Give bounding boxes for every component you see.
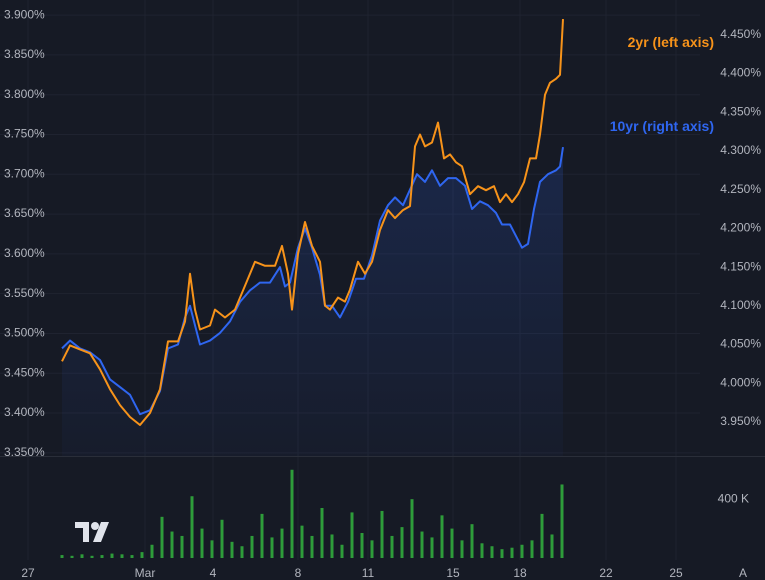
- y-tick-label: 3.750%: [4, 127, 45, 141]
- y-tick-label: 3.900%: [4, 7, 45, 21]
- volume-bar: [440, 515, 444, 558]
- auto-scale-button[interactable]: A: [739, 566, 747, 580]
- y2-tick-label: 4.050%: [720, 337, 761, 351]
- volume-bar: [70, 555, 74, 558]
- volume-bar: [280, 528, 284, 558]
- x-tick-label: 25: [669, 566, 683, 580]
- y-tick-label: 3.700%: [4, 166, 45, 180]
- volume-bar: [270, 537, 274, 558]
- x-tick-label: 18: [513, 566, 527, 580]
- volume-bar: [220, 519, 224, 558]
- y2-tick-label: 4.400%: [720, 66, 761, 80]
- volume-bar: [230, 541, 234, 558]
- y2-tick-label: 4.450%: [720, 27, 761, 41]
- volume-bar: [180, 535, 184, 558]
- x-tick-label: 15: [446, 566, 460, 580]
- y2-tick-label: 4.350%: [720, 104, 761, 118]
- series-label: 10yr (right axis): [610, 118, 714, 134]
- y-tick-label: 3.550%: [4, 286, 45, 300]
- y-tick-label: 3.500%: [4, 326, 45, 340]
- volume-bar: [510, 547, 514, 558]
- volume-bar: [490, 546, 494, 558]
- volume-bar: [140, 552, 144, 558]
- volume-bar: [560, 484, 564, 558]
- series-area: [62, 147, 563, 456]
- volume-bar: [110, 553, 114, 558]
- y2-tick-label: 4.250%: [720, 182, 761, 196]
- volume-bar: [120, 554, 124, 558]
- volume-bar: [170, 531, 174, 558]
- volume-bar: [420, 531, 424, 558]
- volume-bar: [130, 555, 134, 558]
- y2-tick-label: 4.100%: [720, 298, 761, 312]
- volume-bar: [150, 544, 154, 558]
- volume-bar: [500, 549, 504, 558]
- y2-tick-label: 4.200%: [720, 221, 761, 235]
- volume-bar: [200, 528, 204, 558]
- volume-bar: [530, 540, 534, 558]
- x-tick-label: Mar: [135, 566, 156, 580]
- volume-bar: [340, 544, 344, 558]
- y-tick-label: 3.850%: [4, 47, 45, 61]
- x-tick-label: 8: [295, 566, 302, 580]
- volume-bar: [90, 555, 94, 558]
- volume-bar: [80, 554, 84, 558]
- volume-bar: [240, 546, 244, 558]
- x-tick-label: 11: [362, 566, 375, 580]
- volume-bar: [430, 537, 434, 558]
- volume-bar: [210, 540, 214, 558]
- logo: [75, 522, 109, 542]
- x-tick-label: 22: [599, 566, 613, 580]
- y2-tick-label: 4.150%: [720, 259, 761, 273]
- volume-bar: [410, 499, 414, 558]
- volume-bar: [320, 508, 324, 558]
- volume-bar: [160, 516, 164, 558]
- volume-bar: [390, 535, 394, 558]
- volume-bar: [190, 496, 194, 558]
- volume-bar: [300, 525, 304, 558]
- y-tick-label: 3.450%: [4, 365, 45, 379]
- y-tick-label: 3.650%: [4, 206, 45, 220]
- volume-bar: [60, 555, 64, 558]
- series-line: [61, 19, 564, 426]
- y2-tick-label: 4.300%: [720, 143, 761, 157]
- y2-tick-label: 3.950%: [720, 414, 761, 428]
- volume-bar: [330, 534, 334, 558]
- volume-bar: [520, 544, 524, 558]
- volume-bar: [310, 535, 314, 558]
- x-tick-label: 27: [21, 566, 35, 580]
- volume-bar: [350, 512, 354, 558]
- volume-bar: [290, 469, 294, 558]
- volume-bar: [360, 533, 364, 558]
- y-tick-label: 3.350%: [4, 445, 45, 459]
- marks: [60, 19, 564, 558]
- y-tick-label: 3.800%: [4, 87, 45, 101]
- labels: 27 Mar 4 8 11 15 18 22 25 3.350% 3.400% 3.450% 3.500…: [4, 7, 761, 580]
- y-tick-label: 3.400%: [4, 405, 45, 419]
- volume-bar: [400, 527, 404, 558]
- volume-bar: [550, 534, 554, 558]
- volume-bar: [380, 510, 384, 558]
- y2-tick-label: 4.000%: [720, 375, 761, 389]
- volume-bar: [370, 540, 374, 558]
- volume-bar: [460, 540, 464, 558]
- volume-bar: [450, 528, 454, 558]
- series-label: 2yr (left axis): [628, 34, 714, 50]
- volume-bar: [470, 524, 474, 558]
- volume-bar: [480, 543, 484, 558]
- volume-bar: [540, 513, 544, 558]
- volume-bar: [260, 513, 264, 558]
- y-tick-label: 400 K: [718, 491, 749, 505]
- x-tick-label: 4: [210, 566, 217, 580]
- volume-bar: [250, 535, 254, 558]
- volume-bar: [100, 555, 104, 558]
- y-tick-label: 3.600%: [4, 246, 45, 260]
